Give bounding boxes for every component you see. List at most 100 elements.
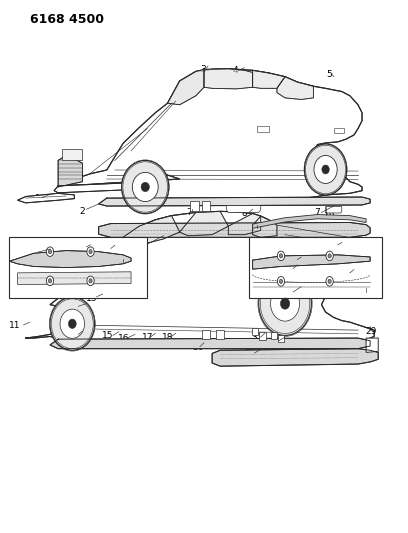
Ellipse shape	[122, 160, 169, 214]
Polygon shape	[18, 193, 74, 203]
Text: 3: 3	[200, 64, 206, 74]
Text: 33: 33	[244, 350, 256, 359]
Circle shape	[328, 279, 331, 284]
Text: 18: 18	[162, 333, 173, 342]
Circle shape	[326, 251, 333, 261]
Polygon shape	[253, 216, 277, 237]
Text: 26: 26	[288, 256, 299, 265]
Text: 25: 25	[337, 239, 349, 248]
Text: 13: 13	[86, 294, 97, 303]
Polygon shape	[26, 212, 374, 346]
Ellipse shape	[271, 286, 299, 321]
Circle shape	[326, 277, 333, 286]
Circle shape	[47, 247, 54, 256]
Text: 1: 1	[35, 194, 41, 203]
Ellipse shape	[259, 272, 311, 335]
Ellipse shape	[69, 319, 76, 328]
Bar	[190, 201, 199, 211]
Text: 29: 29	[365, 327, 377, 336]
Polygon shape	[99, 197, 370, 206]
Polygon shape	[50, 338, 370, 349]
Text: 6: 6	[137, 243, 143, 252]
Text: 19: 19	[284, 288, 296, 297]
Text: 22: 22	[76, 244, 87, 253]
Polygon shape	[18, 272, 131, 285]
Text: 6168 4500: 6168 4500	[30, 13, 104, 27]
Polygon shape	[326, 207, 342, 213]
Bar	[9, 237, 147, 298]
Bar	[202, 330, 210, 338]
Bar	[252, 328, 258, 335]
Polygon shape	[9, 251, 131, 268]
Polygon shape	[226, 206, 261, 213]
Circle shape	[87, 247, 94, 256]
Text: 27: 27	[284, 265, 295, 273]
Ellipse shape	[322, 165, 329, 174]
Text: 8: 8	[242, 209, 247, 218]
Text: 4: 4	[233, 66, 238, 75]
Text: 12: 12	[66, 303, 77, 312]
Circle shape	[49, 249, 52, 254]
Circle shape	[279, 279, 283, 284]
Bar	[271, 332, 277, 338]
Text: 28: 28	[346, 269, 357, 278]
Text: 20: 20	[24, 249, 35, 258]
Ellipse shape	[132, 172, 158, 201]
Text: 2: 2	[80, 207, 85, 216]
Polygon shape	[212, 349, 378, 366]
Polygon shape	[123, 216, 180, 245]
Text: 24: 24	[115, 259, 126, 268]
Polygon shape	[180, 212, 228, 236]
Circle shape	[89, 279, 92, 283]
Text: 5: 5	[327, 69, 333, 78]
Circle shape	[279, 254, 283, 258]
Circle shape	[277, 251, 285, 261]
Polygon shape	[277, 77, 313, 100]
Ellipse shape	[280, 298, 290, 309]
Text: 34: 34	[361, 288, 373, 297]
Text: 14: 14	[66, 331, 77, 340]
Text: 15: 15	[102, 332, 113, 341]
Text: 7: 7	[186, 208, 192, 217]
Text: 32: 32	[272, 337, 283, 346]
Polygon shape	[168, 69, 204, 105]
Circle shape	[89, 249, 92, 254]
Bar	[216, 330, 224, 338]
Circle shape	[47, 276, 54, 286]
Bar	[202, 201, 210, 211]
Polygon shape	[366, 338, 378, 352]
Ellipse shape	[304, 144, 347, 195]
Circle shape	[49, 279, 52, 283]
Circle shape	[277, 277, 285, 286]
Bar	[334, 127, 344, 133]
Polygon shape	[204, 69, 253, 89]
Bar	[257, 126, 269, 132]
Bar	[248, 237, 382, 298]
Polygon shape	[99, 222, 370, 237]
Polygon shape	[253, 70, 285, 88]
Polygon shape	[54, 183, 131, 193]
Polygon shape	[253, 255, 370, 269]
Ellipse shape	[314, 156, 337, 183]
Text: 23: 23	[102, 245, 114, 254]
Bar	[62, 149, 82, 160]
Ellipse shape	[141, 182, 149, 191]
Ellipse shape	[50, 297, 95, 350]
Text: 30: 30	[193, 343, 204, 352]
Text: 7: 7	[314, 208, 319, 217]
Text: 11: 11	[9, 321, 21, 330]
Polygon shape	[253, 215, 366, 228]
Text: 31: 31	[252, 333, 263, 342]
Text: 9: 9	[250, 224, 255, 233]
Polygon shape	[58, 155, 82, 187]
Ellipse shape	[60, 309, 84, 338]
Circle shape	[87, 276, 94, 286]
Polygon shape	[228, 214, 261, 235]
Polygon shape	[58, 69, 362, 199]
Bar	[259, 332, 266, 340]
Text: 10: 10	[324, 212, 335, 221]
Text: 16: 16	[118, 334, 129, 343]
Text: 17: 17	[142, 333, 153, 342]
Circle shape	[328, 254, 331, 258]
Bar	[278, 335, 284, 342]
